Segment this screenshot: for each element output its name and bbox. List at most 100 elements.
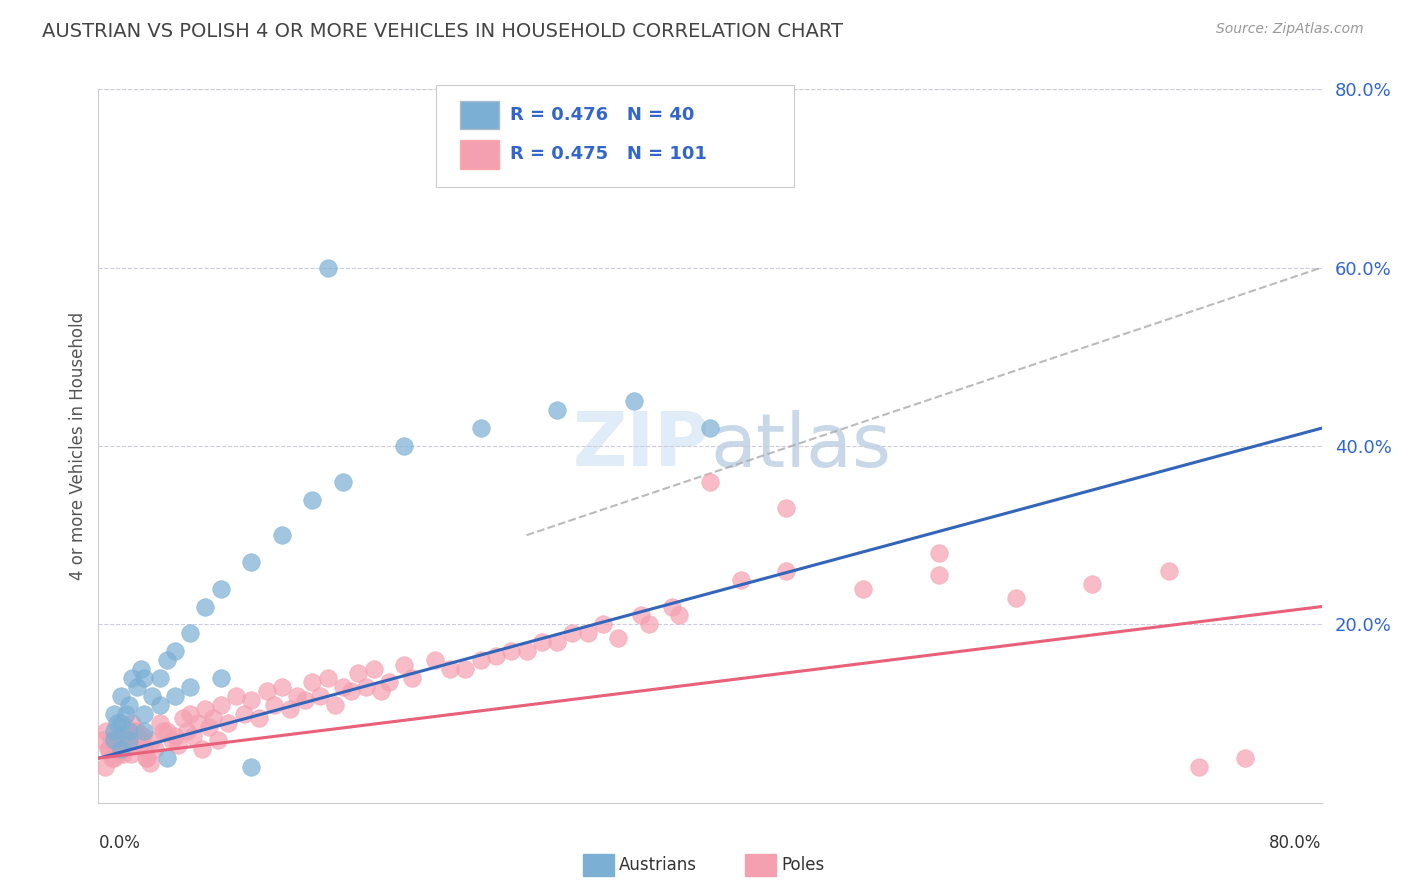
Point	[110, 742, 132, 756]
Point	[112, 742, 135, 756]
Point	[240, 760, 263, 774]
Point	[110, 715, 132, 730]
Point	[121, 715, 143, 730]
Point	[134, 742, 156, 756]
Point	[316, 671, 339, 685]
Point	[607, 631, 630, 645]
Point	[118, 724, 141, 739]
Point	[163, 644, 186, 658]
Point	[928, 546, 950, 560]
Point	[637, 617, 661, 632]
Point	[108, 738, 131, 752]
Point	[156, 724, 179, 739]
Point	[118, 698, 141, 712]
Point	[125, 680, 148, 694]
Y-axis label: 4 or more Vehicles in Household: 4 or more Vehicles in Household	[69, 312, 87, 580]
Point	[339, 684, 361, 698]
Point	[197, 720, 219, 734]
Point	[194, 702, 217, 716]
Point	[546, 635, 568, 649]
Point	[93, 760, 115, 774]
Text: Source: ZipAtlas.com: Source: ZipAtlas.com	[1216, 22, 1364, 37]
Point	[149, 671, 172, 685]
Text: ZIP: ZIP	[572, 409, 710, 483]
Point	[485, 648, 508, 663]
Point	[115, 706, 138, 721]
Point	[125, 724, 148, 739]
Point	[172, 711, 194, 725]
Point	[363, 662, 385, 676]
Point	[110, 729, 132, 743]
Point	[301, 675, 323, 690]
Point	[225, 689, 247, 703]
Point	[129, 733, 152, 747]
Text: 80.0%: 80.0%	[1270, 834, 1322, 852]
Point	[240, 693, 263, 707]
Point	[156, 751, 179, 765]
Point	[191, 742, 214, 756]
Point	[163, 689, 186, 703]
Point	[1234, 751, 1257, 765]
Point	[103, 706, 125, 721]
Point	[332, 680, 354, 694]
Text: 0.0%: 0.0%	[98, 834, 141, 852]
Point	[668, 608, 690, 623]
Point	[576, 626, 599, 640]
Point	[347, 666, 370, 681]
Text: AUSTRIAN VS POLISH 4 OR MORE VEHICLES IN HOUSEHOLD CORRELATION CHART: AUSTRIAN VS POLISH 4 OR MORE VEHICLES IN…	[42, 22, 844, 41]
Point	[179, 626, 201, 640]
Point	[378, 675, 401, 690]
Point	[149, 698, 172, 712]
Point	[561, 626, 583, 640]
Point	[332, 475, 354, 489]
Point	[97, 742, 120, 756]
Text: R = 0.475   N = 101: R = 0.475 N = 101	[510, 145, 707, 163]
Point	[278, 702, 301, 716]
Point	[121, 671, 143, 685]
Point	[181, 729, 204, 743]
Point	[103, 751, 125, 765]
Point	[392, 657, 416, 672]
Point	[454, 662, 477, 676]
Point	[270, 680, 294, 694]
Point	[325, 698, 347, 712]
Point	[401, 671, 423, 685]
Point	[217, 715, 239, 730]
Point	[115, 720, 138, 734]
Point	[699, 475, 721, 489]
Point	[176, 724, 198, 739]
Point	[270, 528, 294, 542]
Point	[179, 680, 201, 694]
Point	[207, 733, 229, 747]
Point	[1157, 564, 1180, 578]
Point	[103, 724, 125, 739]
Point	[285, 689, 308, 703]
Point	[294, 693, 316, 707]
Point	[160, 733, 183, 747]
Point	[94, 724, 117, 739]
Point	[316, 260, 339, 275]
Point	[152, 724, 174, 739]
Point	[470, 421, 492, 435]
Point	[423, 653, 446, 667]
Point	[134, 724, 156, 739]
Point	[141, 733, 163, 747]
Point	[187, 715, 209, 730]
Point	[134, 706, 156, 721]
Point	[105, 715, 128, 730]
Point	[194, 599, 217, 614]
Point	[91, 733, 114, 747]
Point	[179, 706, 201, 721]
Point	[470, 653, 492, 667]
Point	[546, 403, 568, 417]
Point	[240, 555, 263, 569]
Text: Poles: Poles	[782, 856, 825, 874]
Point	[354, 680, 377, 694]
Point	[98, 742, 121, 756]
Point	[111, 747, 134, 761]
Text: R = 0.476   N = 40: R = 0.476 N = 40	[510, 106, 695, 124]
Point	[120, 747, 142, 761]
Text: atlas: atlas	[710, 409, 891, 483]
Point	[1004, 591, 1026, 605]
Point	[117, 733, 139, 747]
